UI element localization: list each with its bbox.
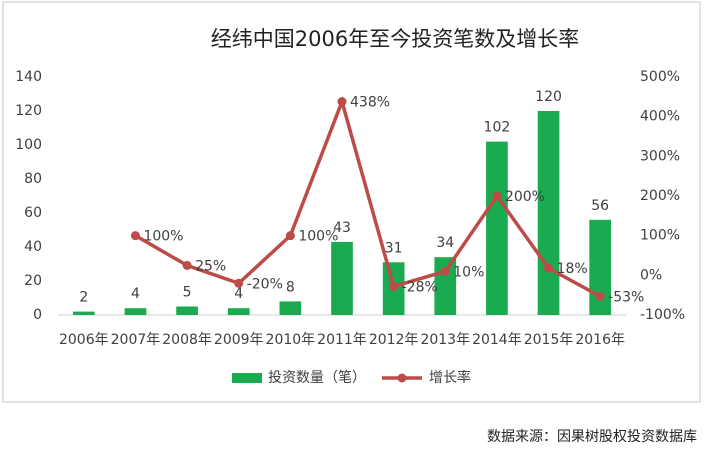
chart-frame [2, 1, 701, 403]
legend-marker [397, 373, 407, 383]
legend-label: 增长率 [429, 369, 471, 386]
x-tick-label: 2012年 [369, 332, 419, 348]
line-value-label: 100% [143, 229, 183, 245]
line [134, 96, 602, 298]
y-tick-label: 140 [15, 69, 42, 85]
y2-tick-label: 300% [640, 148, 680, 164]
bar-value-label: 4 [234, 286, 243, 302]
y2-tick-label: 0% [640, 267, 662, 283]
x-tick-label: 2010年 [266, 332, 316, 348]
line-marker [440, 266, 450, 276]
x-tick-label: 2015年 [524, 332, 574, 348]
y2-tick-label: 200% [640, 188, 680, 204]
y-tick-label: 120 [15, 103, 42, 119]
bar [537, 111, 560, 315]
line-value-label: 438% [350, 95, 390, 111]
legend-label: 投资数量（笔） [268, 370, 366, 386]
y-tick-label: 20 [24, 273, 42, 289]
line-marker [130, 231, 140, 241]
line-value-label: 18% [557, 261, 588, 277]
bar-value-label: 102 [484, 120, 511, 136]
x-tick-label: 2007年 [111, 332, 161, 348]
bar-value-label: 31 [385, 240, 403, 256]
y2-tick-label: 500% [640, 69, 680, 85]
x-tick-label: 2016年 [575, 332, 625, 348]
y-tick-label: 40 [24, 239, 42, 255]
bar [589, 219, 612, 315]
chart-title: 经纬中国2006年至今投资笔数及增长率 [211, 27, 579, 51]
line-value-label: -20% [247, 276, 283, 292]
y-tick-label: 0 [33, 307, 42, 323]
line-value-label: 25% [195, 258, 226, 274]
y-tick-label: 80 [24, 171, 42, 187]
line-marker [389, 281, 399, 291]
bar-value-label: 8 [286, 279, 295, 295]
y-tick-label: 60 [24, 205, 42, 221]
line-marker [337, 97, 347, 107]
line-value-label: 200% [505, 189, 545, 205]
bar-value-label: 43 [333, 220, 351, 236]
line-value-label: -53% [608, 289, 644, 305]
bar [176, 306, 198, 315]
line-marker [544, 263, 554, 273]
y2-tick-label: 100% [640, 228, 680, 244]
bar [124, 308, 147, 315]
bar-value-label: 120 [535, 89, 562, 105]
y2-tick-label: 400% [640, 109, 680, 125]
x-tick-label: 2008年 [162, 332, 212, 348]
x-tick-label: 2006年 [59, 332, 109, 348]
line-marker [595, 291, 605, 301]
y-tick-label: 100 [15, 137, 42, 153]
line-value-label: 10% [453, 264, 484, 280]
x-tick-label: 2013年 [420, 332, 470, 348]
x-tick-label: 2014年 [472, 332, 522, 348]
bar-value-label: 56 [591, 198, 609, 214]
line-value-label: -28% [402, 279, 438, 295]
bar-value-label: 34 [436, 235, 454, 251]
x-tick-label: 2009年 [214, 332, 264, 348]
y2-tick-label: -100% [640, 307, 685, 323]
x-tick-label: 2011年 [317, 332, 367, 348]
bar [486, 141, 508, 315]
bar-value-label: 5 [183, 285, 192, 301]
line-marker [492, 191, 502, 201]
bar-value-label: 2 [79, 290, 88, 306]
line-marker [182, 260, 192, 270]
source-note: 数据来源：因果树股权投资数据库 [487, 429, 697, 445]
legend-swatch [232, 373, 262, 383]
bar [227, 308, 250, 315]
bar-value-label: 4 [131, 286, 140, 302]
line-marker [285, 231, 295, 241]
bar [279, 301, 302, 315]
bar [72, 311, 95, 315]
line-value-label: 100% [298, 229, 338, 245]
bar [331, 241, 353, 315]
line-marker [234, 278, 244, 288]
